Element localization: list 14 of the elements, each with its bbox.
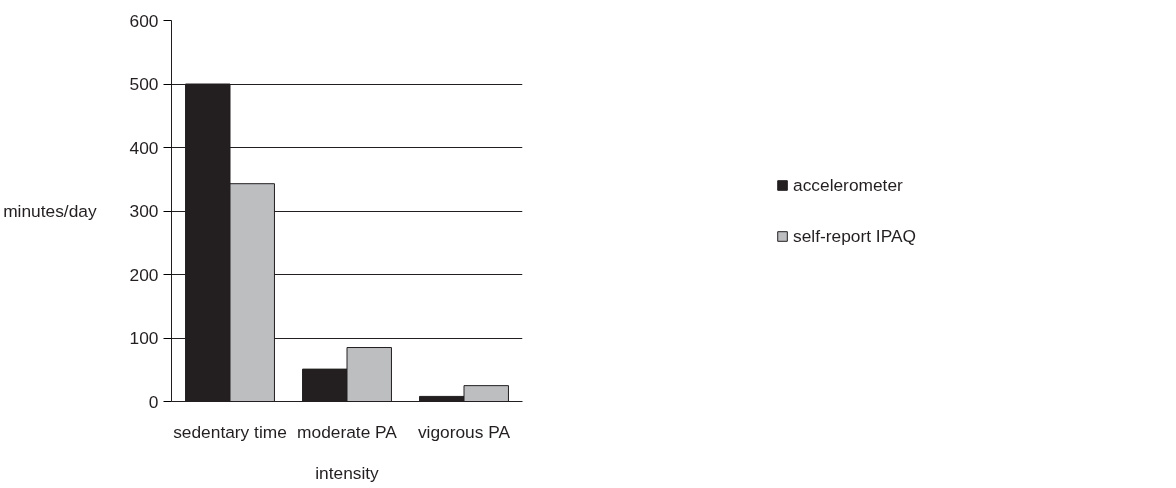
y-tick-label: 300 — [129, 201, 159, 221]
y-tick-label: 0 — [148, 391, 159, 412]
x-tick-label: vigorous PA — [417, 421, 511, 442]
legend-label: self-report IPAQ — [793, 225, 916, 247]
y-axis-title: minutes/day — [3, 201, 97, 221]
y-tick-label: 100 — [129, 328, 159, 348]
legend-label: accelerometer — [793, 174, 903, 196]
y-tick-label: 200 — [129, 264, 159, 285]
y-tick-label: 600 — [129, 10, 159, 31]
y-tick-label: 500 — [129, 74, 159, 94]
x-tick-label: moderate PA — [297, 421, 398, 442]
y-tick-label: 400 — [129, 137, 159, 158]
x-axis-title: intensity — [315, 462, 380, 483]
x-tick-label: sedentary time — [173, 421, 287, 442]
